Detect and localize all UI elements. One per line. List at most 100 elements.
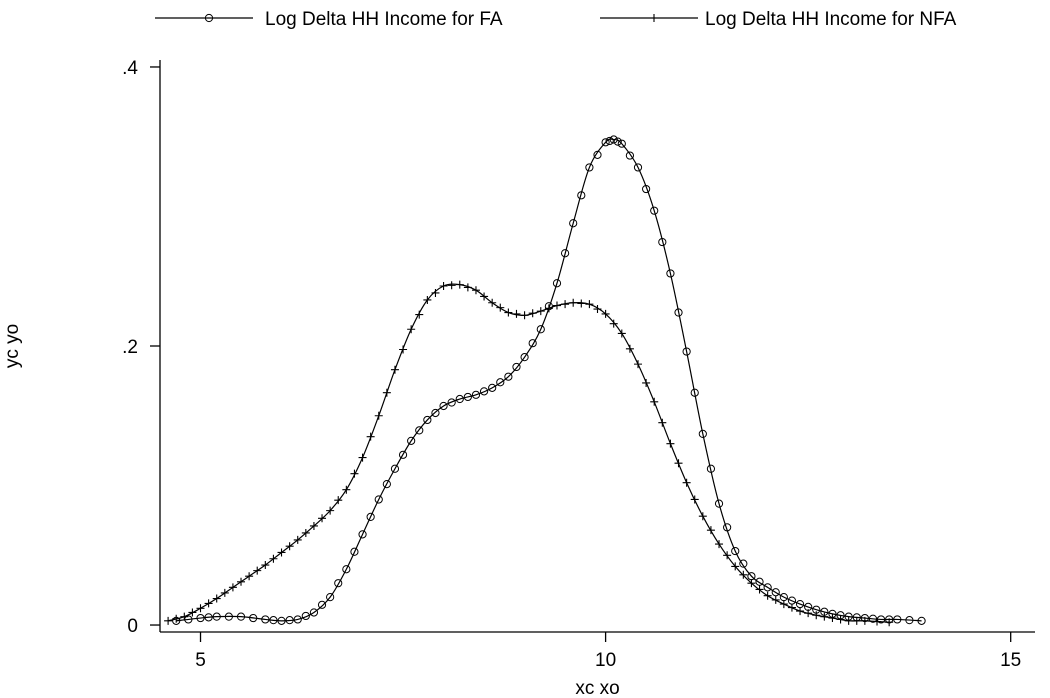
data-point bbox=[471, 390, 481, 399]
data-point bbox=[228, 583, 237, 592]
data-point bbox=[342, 565, 351, 574]
data-point bbox=[245, 572, 254, 581]
data-point bbox=[334, 579, 343, 588]
y-axis-title: yc yo bbox=[2, 324, 23, 368]
data-point bbox=[480, 292, 489, 301]
data-point bbox=[820, 612, 829, 621]
x-ticks: 5 10 15 bbox=[195, 632, 1021, 671]
data-point bbox=[917, 616, 926, 625]
data-point bbox=[366, 512, 375, 522]
data-point bbox=[755, 577, 764, 586]
data-point bbox=[804, 609, 813, 618]
data-point bbox=[204, 13, 214, 23]
data-point bbox=[488, 383, 497, 392]
data-point bbox=[569, 298, 578, 307]
data-point bbox=[763, 583, 772, 592]
x-tick-label: 5 bbox=[195, 650, 206, 671]
data-point bbox=[577, 191, 586, 200]
data-point bbox=[196, 613, 205, 623]
data-point bbox=[504, 372, 513, 381]
data-point bbox=[431, 408, 440, 418]
data-point bbox=[844, 616, 853, 625]
data-point bbox=[504, 308, 513, 317]
x-axis-title: xc xo bbox=[575, 678, 619, 698]
data-point bbox=[204, 599, 213, 608]
data-point bbox=[285, 616, 294, 625]
axes: 0 .2 .4 5 10 15 yc yo xc xo bbox=[2, 58, 1035, 698]
data-point bbox=[204, 613, 213, 622]
data-point bbox=[771, 588, 780, 597]
data-point bbox=[528, 309, 537, 318]
data-point bbox=[479, 387, 489, 396]
data-point bbox=[317, 600, 327, 609]
data-point bbox=[706, 526, 715, 535]
data-point bbox=[447, 281, 456, 290]
data-point bbox=[212, 594, 221, 603]
legend-label-2: Log Delta HH Income for NFA bbox=[705, 9, 957, 30]
data-point bbox=[399, 345, 408, 354]
data-point bbox=[690, 495, 699, 504]
data-point bbox=[585, 300, 594, 309]
data-point bbox=[658, 237, 667, 247]
data-point bbox=[613, 137, 622, 146]
data-point bbox=[520, 353, 529, 362]
data-point bbox=[609, 135, 618, 144]
data-point bbox=[633, 163, 643, 172]
data-point bbox=[585, 163, 594, 172]
data-point bbox=[723, 523, 732, 532]
data-point bbox=[893, 615, 902, 624]
data-point bbox=[779, 600, 788, 609]
data-point bbox=[682, 478, 691, 487]
data-point bbox=[605, 136, 614, 146]
data-point bbox=[593, 305, 602, 314]
data-point bbox=[455, 394, 464, 404]
data-point bbox=[747, 579, 756, 588]
data-point bbox=[366, 432, 375, 441]
data-point bbox=[771, 595, 780, 604]
data-point bbox=[552, 279, 562, 288]
data-point bbox=[536, 307, 545, 316]
data-point bbox=[873, 617, 882, 626]
data-point bbox=[326, 593, 335, 602]
data-point bbox=[634, 360, 643, 369]
data-point bbox=[496, 378, 505, 387]
data-point bbox=[715, 540, 724, 549]
data-point bbox=[601, 309, 610, 318]
data-point bbox=[593, 150, 602, 159]
data-point bbox=[196, 604, 205, 613]
data-point bbox=[342, 485, 351, 494]
data-point bbox=[350, 469, 359, 478]
data-point bbox=[763, 591, 772, 600]
data-point bbox=[463, 392, 472, 402]
data-point bbox=[439, 282, 448, 291]
data-point bbox=[836, 615, 845, 624]
data-point bbox=[731, 546, 740, 556]
data-point bbox=[905, 616, 914, 625]
data-point bbox=[212, 612, 221, 621]
data-point bbox=[544, 304, 553, 313]
data-point bbox=[423, 415, 432, 425]
data-point bbox=[512, 309, 521, 318]
data-point bbox=[224, 612, 233, 621]
data-point bbox=[309, 521, 318, 530]
data-point bbox=[415, 426, 424, 435]
data-point bbox=[374, 495, 383, 504]
data-point bbox=[415, 310, 424, 319]
data-point bbox=[334, 496, 343, 505]
data-point bbox=[787, 603, 796, 612]
data-point bbox=[617, 139, 626, 148]
data-point bbox=[812, 611, 821, 620]
data-point bbox=[731, 562, 740, 571]
data-point bbox=[552, 301, 561, 310]
data-point bbox=[601, 138, 610, 147]
data-point bbox=[666, 439, 675, 448]
y-tick-label: .2 bbox=[122, 337, 138, 358]
data-point bbox=[796, 607, 805, 616]
data-point bbox=[423, 295, 432, 304]
x-tick-label: 10 bbox=[595, 650, 616, 671]
data-point bbox=[698, 512, 707, 521]
data-point bbox=[690, 388, 699, 397]
data-point bbox=[860, 616, 869, 625]
data-point bbox=[164, 616, 173, 625]
